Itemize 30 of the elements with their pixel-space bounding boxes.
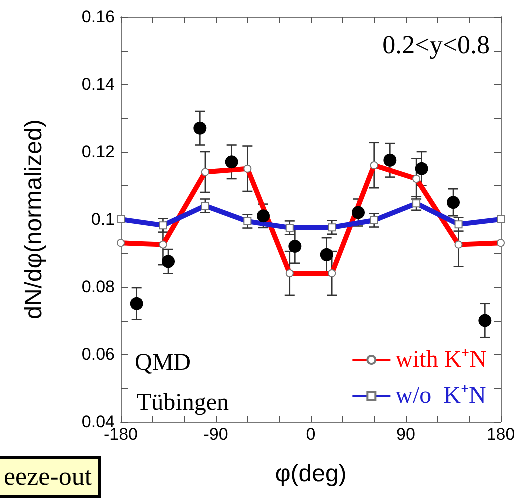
y-axis-title: dN/dφ(normalized) (20, 120, 48, 320)
point (320, 248, 334, 262)
x-tick-label: 180 (486, 425, 516, 444)
annotation: Tübingen (137, 390, 229, 416)
y-tick-label: 0.16 (82, 8, 115, 26)
x-tick-label: -90 (204, 425, 228, 444)
point (352, 206, 365, 220)
x-axis-title: φ(deg) (275, 460, 347, 488)
legend-label: w/o K⁺N (396, 383, 486, 409)
y-tick-label: 0.14 (82, 75, 115, 94)
y-tick-label: 0.06 (82, 345, 115, 364)
point (130, 297, 144, 310)
point (162, 255, 175, 268)
point (447, 196, 460, 210)
point (225, 156, 238, 169)
annotation: QMD (135, 350, 192, 376)
y-tick-label: 0.12 (82, 142, 115, 162)
point (384, 154, 397, 167)
point (478, 314, 492, 328)
legend-label: with K⁺N (396, 347, 488, 373)
point (257, 210, 270, 223)
y-tick-label: 0.1 (91, 210, 115, 229)
annotation: 0.2<y<0.8 (382, 30, 490, 60)
y-tick-label: 0.08 (82, 278, 115, 296)
x-tick-label: 0 (306, 425, 316, 444)
point (288, 240, 302, 253)
point (194, 122, 207, 135)
note-box: eeze-out (0, 456, 102, 498)
x-tick-label: 90 (396, 425, 416, 444)
point (415, 162, 428, 176)
